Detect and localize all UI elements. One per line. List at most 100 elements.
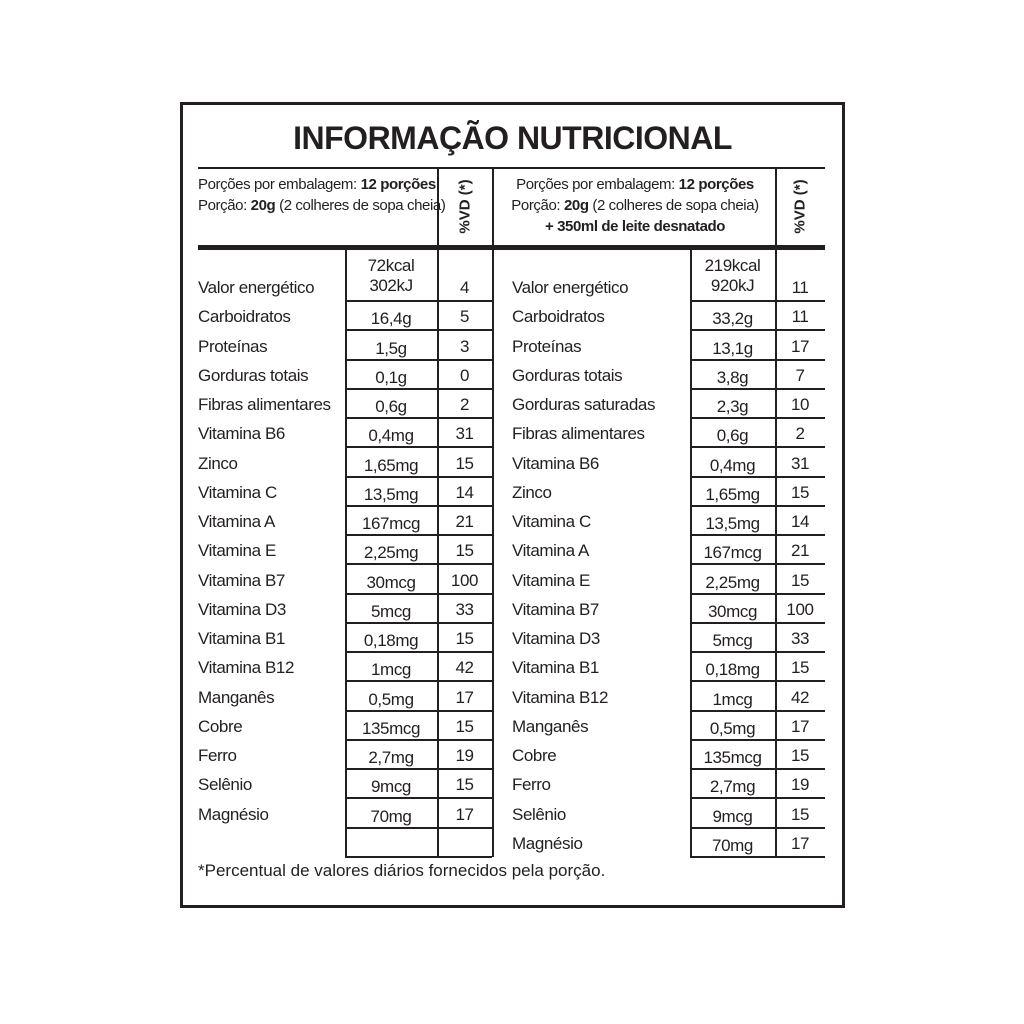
vd-value: 7 — [795, 365, 805, 385]
amount: 9mcg — [371, 777, 411, 797]
vd-value: 19 — [790, 775, 810, 795]
vd-value: 31 — [790, 453, 810, 473]
rule — [345, 300, 492, 302]
amount: 219kcal — [704, 256, 761, 275]
rule — [198, 167, 825, 169]
amount: 13,5mg — [363, 484, 419, 504]
header-text: Porções por embalagem: — [516, 176, 679, 193]
rule — [690, 300, 825, 302]
amount: 0,5mg — [709, 718, 756, 738]
nutrient: Vitamina B6 — [512, 453, 599, 473]
vd-value: 17 — [790, 336, 810, 356]
nutrient: Gorduras saturadas — [512, 395, 656, 415]
nutrient: Ferro — [198, 746, 237, 766]
nutrient: Vitamina A — [512, 541, 589, 561]
rule — [345, 680, 492, 683]
rule — [690, 446, 825, 449]
amount: 0,4mg — [368, 426, 414, 446]
rule — [198, 245, 825, 250]
rule — [492, 167, 494, 857]
amount: 2,7mg — [709, 777, 756, 797]
vd-value: 15 — [455, 629, 474, 649]
nutrient: Proteínas — [512, 336, 582, 356]
rule — [690, 504, 825, 507]
vd-value: 42 — [790, 687, 810, 707]
vd-value: 3 — [459, 336, 470, 356]
nutrient: Ferro — [512, 775, 551, 795]
header-text: Porção: — [511, 197, 564, 214]
vd-value: 15 — [455, 775, 474, 795]
vd-value: 17 — [455, 804, 474, 824]
vd-value: 42 — [455, 658, 474, 678]
nutrient: Gorduras totais — [198, 365, 309, 385]
header-text: + 350ml de leite desnatado — [544, 218, 726, 235]
amount: 0,18mg — [705, 660, 760, 680]
rule — [345, 358, 492, 361]
rule — [690, 709, 825, 712]
vd-value: 11 — [791, 307, 809, 327]
vd-value: 33 — [455, 599, 474, 619]
nutrient: Manganês — [198, 687, 275, 707]
amount: 2,25mg — [363, 543, 419, 563]
nutrient: Vitamina D3 — [198, 599, 286, 619]
vd-value: 17 — [455, 687, 474, 707]
nutrient: Vitamina D3 — [512, 629, 600, 649]
nutrient: Vitamina B12 — [512, 687, 609, 707]
vd-value: 21 — [455, 512, 474, 532]
nutrient: Vitamina C — [512, 512, 591, 532]
footnote: *Percentual de valores diários fornecido… — [198, 861, 606, 880]
nutrient: Vitamina B7 — [198, 570, 285, 590]
nutrient: Vitamina B1 — [198, 629, 285, 649]
rule — [690, 826, 825, 829]
amount: 2,3g — [716, 397, 749, 417]
amount: 1,65mg — [705, 484, 760, 504]
rule — [690, 250, 692, 857]
rule — [437, 167, 439, 247]
rule — [775, 250, 777, 857]
rule — [345, 709, 492, 712]
nutrient: Zinco — [198, 453, 238, 473]
nutrient: Fibras alimentares — [512, 424, 645, 444]
amount: 1mcg — [712, 689, 753, 709]
vd-value: 19 — [455, 746, 474, 766]
amount: 0,18mg — [363, 631, 419, 651]
vd-value: 15 — [790, 482, 810, 502]
amount: 135mcg — [703, 748, 762, 768]
rule — [690, 768, 825, 771]
nutrient: Selênio — [198, 775, 252, 795]
nutrient: Magnésio — [512, 833, 583, 853]
nutrient: Gorduras totais — [512, 365, 623, 385]
header-text: 12 porções — [678, 176, 755, 193]
vd-value: 15 — [455, 716, 474, 736]
amount: 16,4g — [370, 309, 412, 329]
vd-value: 33 — [790, 629, 810, 649]
rule — [690, 417, 825, 420]
amount: 1mcg — [371, 660, 411, 680]
vd-value: 15 — [790, 570, 810, 590]
rule — [775, 167, 777, 247]
nutrient: Selênio — [512, 804, 566, 824]
rule — [345, 563, 492, 566]
amount: 1,5g — [375, 338, 407, 358]
amount: 2,25mg — [705, 572, 760, 592]
nutrient: Fibras alimentares — [198, 395, 331, 415]
vd-value: 2 — [795, 424, 805, 444]
rule — [345, 621, 492, 624]
nutrient: Cobre — [198, 716, 243, 736]
rule — [690, 563, 825, 566]
amount: 33,2g — [712, 309, 753, 329]
header-text: 20g — [563, 197, 589, 214]
vd-value: 15 — [790, 804, 810, 824]
nutrient: Vitamina B12 — [198, 658, 295, 678]
rule — [345, 504, 492, 507]
vd-value: 5 — [459, 307, 470, 327]
rule — [690, 475, 825, 478]
amount: 135mcg — [361, 718, 421, 738]
amount: 2,7mg — [368, 748, 414, 768]
rule — [690, 358, 825, 361]
header-text: (2 colheres de sopa cheia) — [275, 197, 446, 214]
rule — [345, 446, 492, 449]
rule — [345, 417, 492, 420]
vd-value: 15 — [455, 453, 474, 473]
nutrient: Vitamina A — [198, 512, 275, 532]
